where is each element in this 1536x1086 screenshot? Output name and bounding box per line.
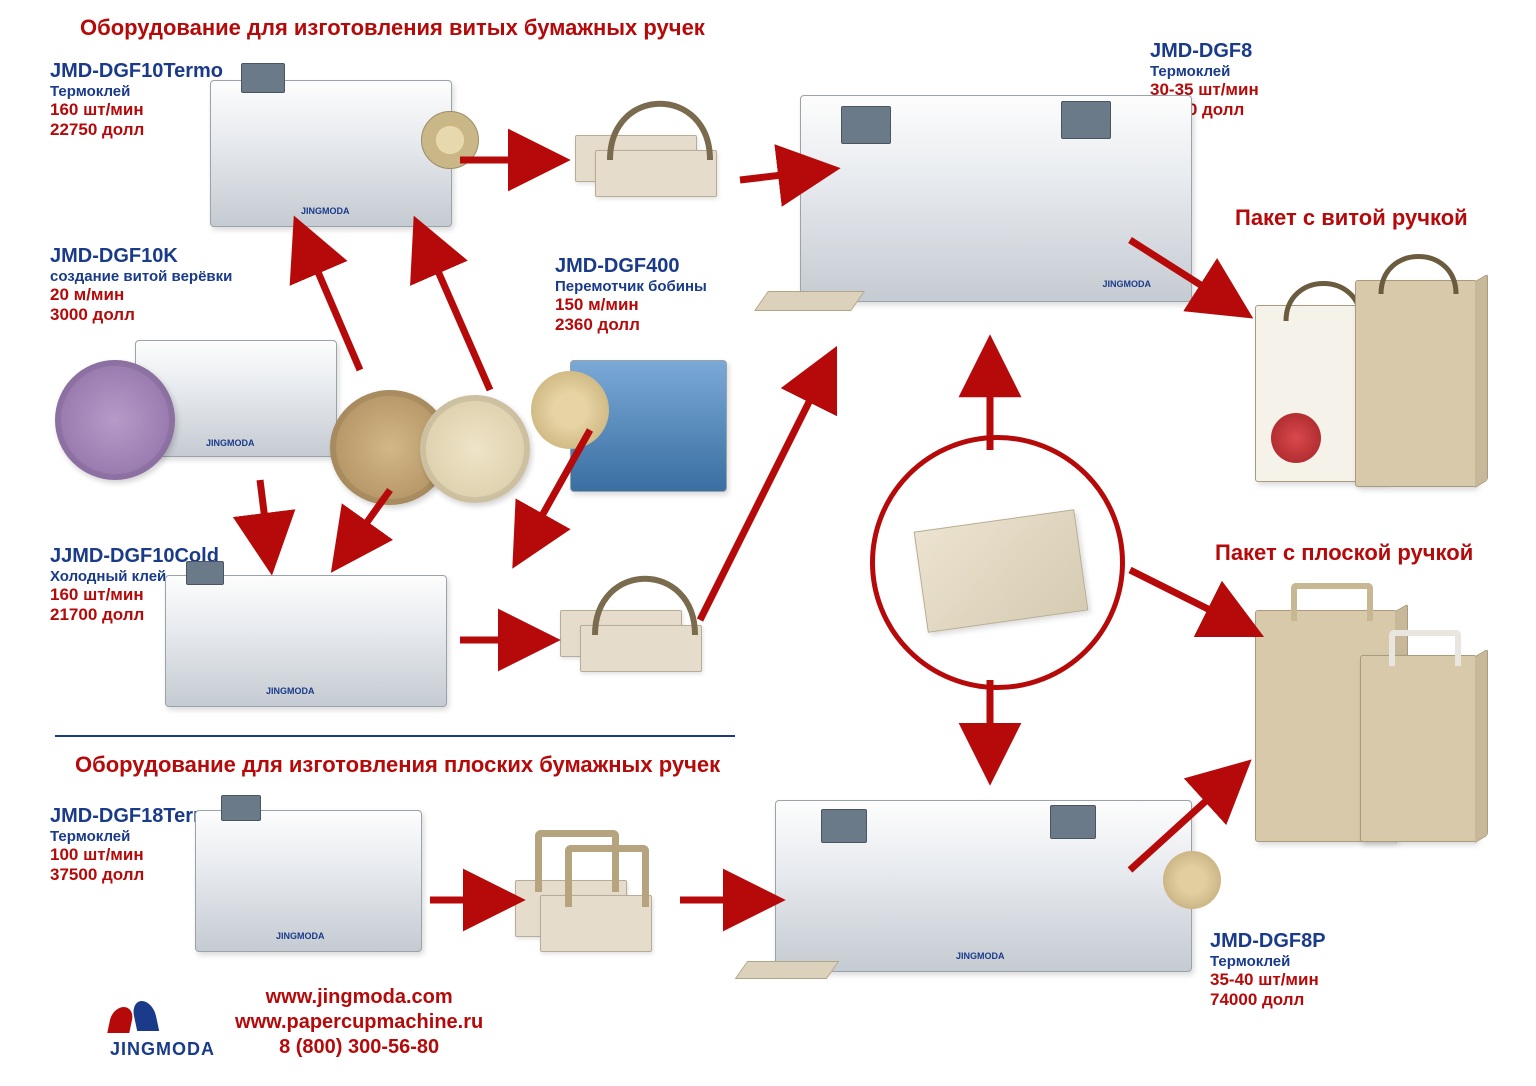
- sub-dgf400: Перемотчик бобины: [555, 278, 707, 295]
- footer-url1: www.jingmoda.com: [235, 985, 483, 1010]
- speed-dgf400: 150 м/мин: [555, 295, 707, 315]
- infographic-stage: { "colors":{"navy":"#1a3a8a","red":"#b60…: [0, 0, 1536, 1086]
- price-dgf10k: 3000 долл: [50, 305, 232, 325]
- twisted-handle-pieces-1: [560, 80, 735, 210]
- footer-url2: www.papercupmachine.ru: [235, 1010, 483, 1035]
- spool-purple: [55, 360, 175, 480]
- block-dgf10k: JMD-DGF10K создание витой верёвки 20 м/м…: [50, 245, 232, 324]
- block-dgf8p: JMD-DGF8P Термоклей 35-40 шт/мин 74000 д…: [1210, 930, 1326, 1009]
- machine-dgf18termo: JINGMODA: [195, 810, 422, 952]
- divider-line: [55, 735, 735, 737]
- center-circle: [870, 435, 1125, 690]
- speed-dgf10k: 20 м/мин: [50, 285, 232, 305]
- flat-handle-pieces: [510, 820, 675, 960]
- model-dgf10k: JMD-DGF10K: [50, 245, 232, 268]
- sub-dgf8: Термоклей: [1150, 63, 1259, 80]
- bags-flat: [1255, 585, 1495, 865]
- sub-dgf8p: Термоклей: [1210, 953, 1326, 970]
- footer-phone: 8 (800) 300-56-80: [235, 1035, 483, 1060]
- machine-dgf10cold: JINGMODA: [165, 575, 447, 707]
- model-dgf8: JMD-DGF8: [1150, 40, 1259, 63]
- sub-dgf10termo: Термоклей: [50, 83, 223, 100]
- model-dgf400: JMD-DGF400: [555, 255, 707, 278]
- price-dgf400: 2360 долл: [555, 315, 707, 335]
- machine-dgf8: JINGMODA: [800, 95, 1192, 302]
- model-dgf10termo: JMD-DGF10Termo: [50, 60, 223, 83]
- price-dgf8p: 74000 долл: [1210, 990, 1326, 1010]
- section1-title: Оборудование для изготовления витых бума…: [80, 15, 705, 41]
- footer-block: JINGMODA www.jingmoda.com www.papercupma…: [110, 985, 483, 1060]
- output-flat-title: Пакет с плоской ручкой: [1215, 540, 1473, 566]
- logo-icon: [110, 1001, 156, 1035]
- block-dgf400: JMD-DGF400 Перемотчик бобины 150 м/мин 2…: [555, 255, 707, 334]
- block-dgf10termo: JMD-DGF10Termo Термоклей 160 шт/мин 2275…: [50, 60, 223, 139]
- section2-title: Оборудование для изготовления плоских бу…: [75, 752, 720, 778]
- model-dgf8p: JMD-DGF8P: [1210, 930, 1326, 953]
- speed-dgf8p: 35-40 шт/мин: [1210, 970, 1326, 990]
- machine-dgf8p: JINGMODA: [775, 800, 1192, 972]
- machine-dgf400: [570, 360, 727, 492]
- spool-kraft-2: [420, 395, 530, 503]
- output-twisted-title: Пакет с витой ручкой: [1235, 205, 1468, 231]
- sub-dgf10k: создание витой верёвки: [50, 268, 232, 285]
- twisted-handle-pieces-2: [550, 555, 725, 685]
- speed-dgf10termo: 160 шт/мин: [50, 100, 223, 120]
- bags-twisted: [1255, 260, 1485, 500]
- brand-name: JINGMODA: [110, 1039, 215, 1060]
- price-dgf10termo: 22750 долл: [50, 120, 223, 140]
- machine-dgf10termo: JINGMODA: [210, 80, 452, 227]
